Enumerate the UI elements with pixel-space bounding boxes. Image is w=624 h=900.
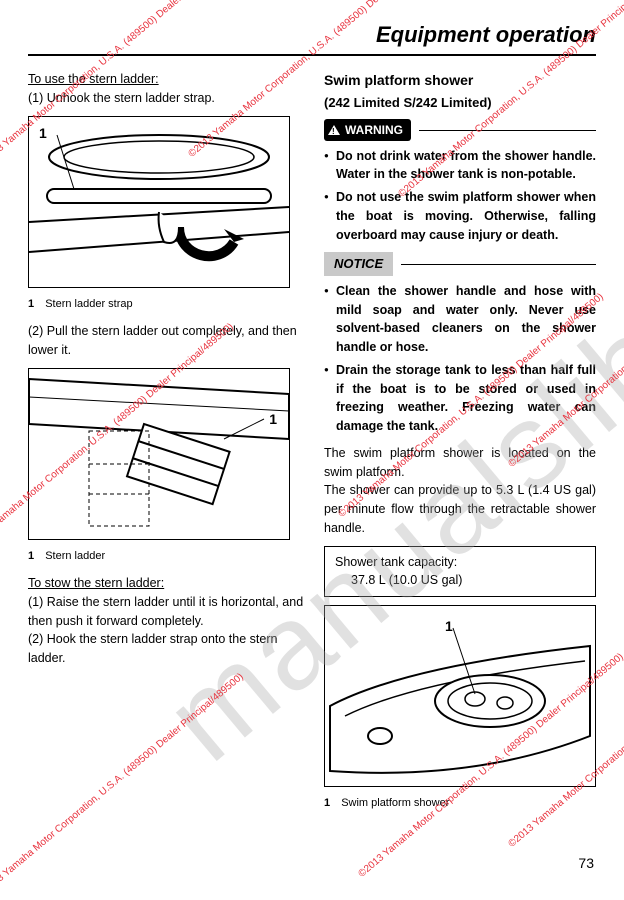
notice-item-1: Clean the shower handle and hose with mi… <box>324 282 596 357</box>
stern-ladder-strap-illustration <box>29 117 289 287</box>
figure-1: 1 <box>28 116 290 288</box>
capacity-value: 37.8 L (10.0 US gal) <box>335 571 585 590</box>
figure-3: 1 <box>324 605 596 787</box>
stow-step-1: (1) Raise the stern ladder until it is h… <box>28 593 308 631</box>
shower-subtitle: (242 Limited S/242 Limited) <box>324 93 596 113</box>
use-step-1: (1) Unhook the stern ladder strap. <box>28 89 308 108</box>
caption-3-text: Swim platform shower <box>341 797 449 809</box>
figure-2-caption: 1 Stern ladder <box>28 548 308 565</box>
capacity-label: Shower tank capacity: <box>335 553 585 572</box>
figure-1-caption: 1 Stern ladder strap <box>28 296 308 313</box>
notice-rule <box>401 263 596 265</box>
caption-1-number: 1 <box>28 298 34 310</box>
caption-2-text: Stern ladder <box>45 550 105 562</box>
use-ladder-heading: To use the stern ladder: <box>28 70 308 89</box>
notice-badge: NOTICE <box>324 252 393 276</box>
caption-2-number: 1 <box>28 550 34 562</box>
warning-item-2: Do not use the swim platform shower when… <box>324 188 596 244</box>
caption-1-text: Stern ladder strap <box>45 298 132 310</box>
content-columns: To use the stern ladder: (1) Unhook the … <box>28 70 596 822</box>
figure-3-callout: 1 <box>445 616 453 637</box>
warning-triangle-icon <box>328 125 340 135</box>
manual-page: Equipment operation To use the stern lad… <box>0 0 624 885</box>
warning-item-1: Do not drink water from the shower handl… <box>324 147 596 185</box>
left-column: To use the stern ladder: (1) Unhook the … <box>28 70 308 822</box>
notice-row: NOTICE <box>324 252 596 276</box>
notice-item-2: Drain the storage tank to less than half… <box>324 361 596 436</box>
notice-list: Clean the shower handle and hose with mi… <box>324 282 596 436</box>
page-number: 73 <box>578 855 594 871</box>
right-column: Swim platform shower (242 Limited S/242 … <box>324 70 596 822</box>
stow-ladder-heading: To stow the stern ladder: <box>28 574 308 593</box>
capacity-box: Shower tank capacity: 37.8 L (10.0 US ga… <box>324 546 596 598</box>
page-title: Equipment operation <box>376 22 596 48</box>
header-rule <box>28 54 596 56</box>
shower-para-2: The shower can provide up to 5.3 L (1.4 … <box>324 481 596 537</box>
figure-1-callout: 1 <box>39 123 47 144</box>
swim-platform-shower-illustration <box>325 606 595 786</box>
figure-2: 1 <box>28 368 290 540</box>
caption-3-number: 1 <box>324 797 330 809</box>
warning-list: Do not drink water from the shower handl… <box>324 147 596 245</box>
figure-3-caption: 1 Swim platform shower <box>324 795 596 812</box>
warning-row: WARNING <box>324 119 596 141</box>
shower-para-1: The swim platform shower is located on t… <box>324 444 596 482</box>
warning-rule <box>419 129 596 131</box>
stern-ladder-illustration <box>29 369 289 539</box>
stow-step-2: (2) Hook the stern ladder strap onto the… <box>28 630 308 668</box>
warning-badge: WARNING <box>324 119 411 141</box>
use-step-2: (2) Pull the stern ladder out completely… <box>28 322 308 360</box>
shower-title: Swim platform shower <box>324 70 596 91</box>
figure-2-callout: 1 <box>269 409 277 430</box>
warning-label: WARNING <box>345 121 403 139</box>
